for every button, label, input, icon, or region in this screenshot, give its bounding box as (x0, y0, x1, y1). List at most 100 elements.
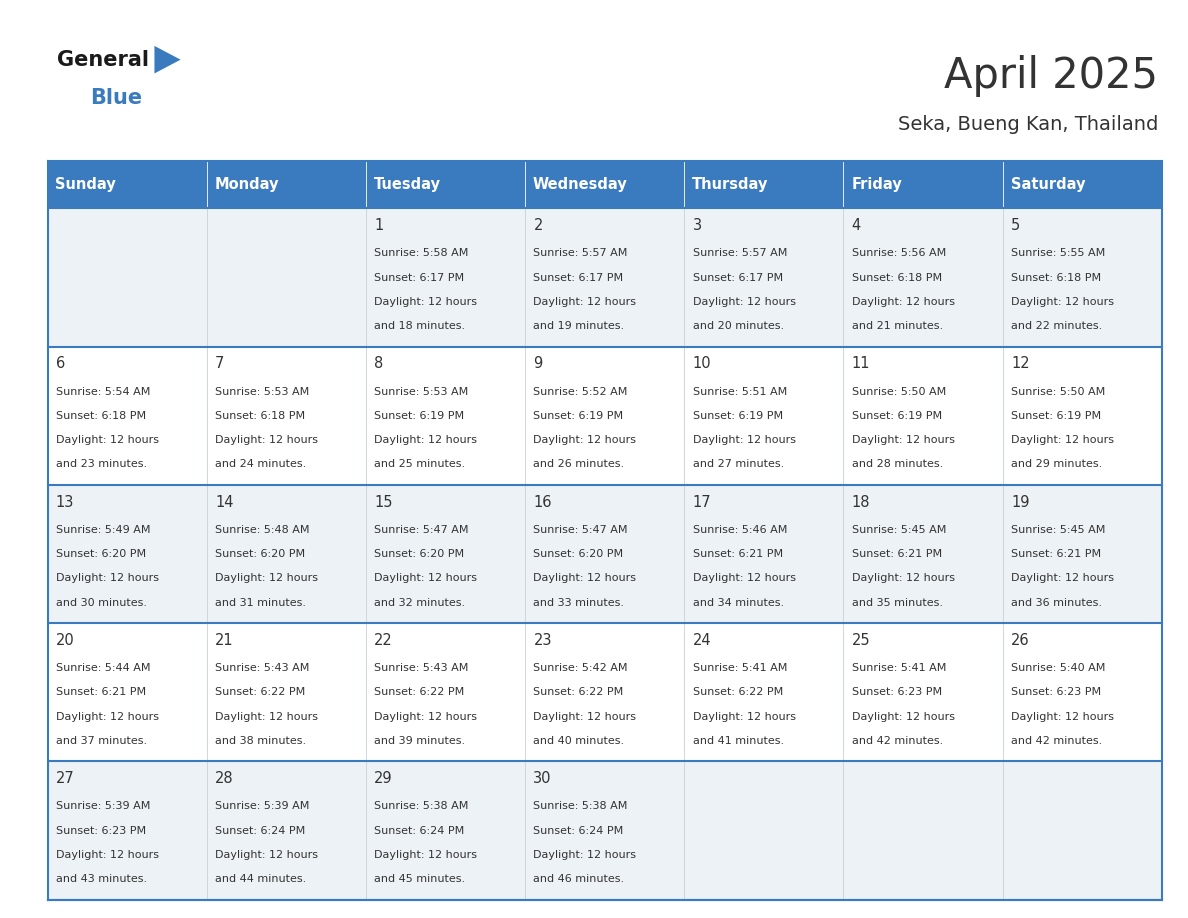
Text: and 29 minutes.: and 29 minutes. (1011, 459, 1102, 469)
Text: Sunrise: 5:44 AM: Sunrise: 5:44 AM (56, 663, 151, 673)
Text: and 22 minutes.: and 22 minutes. (1011, 321, 1102, 331)
Text: Sunset: 6:22 PM: Sunset: 6:22 PM (533, 688, 624, 698)
Text: Daylight: 12 hours: Daylight: 12 hours (533, 435, 637, 445)
Text: Daylight: 12 hours: Daylight: 12 hours (693, 435, 796, 445)
Bar (48, 347, 1162, 485)
Text: Sunset: 6:20 PM: Sunset: 6:20 PM (374, 549, 465, 559)
Text: 19: 19 (1011, 495, 1030, 509)
Text: 26: 26 (1011, 633, 1030, 648)
Text: Sunday: Sunday (56, 177, 116, 192)
Text: Daylight: 12 hours: Daylight: 12 hours (1011, 711, 1114, 722)
Text: 2: 2 (533, 218, 543, 233)
Text: 25: 25 (852, 633, 871, 648)
Text: Daylight: 12 hours: Daylight: 12 hours (1011, 574, 1114, 583)
Text: 4: 4 (852, 218, 861, 233)
Text: and 26 minutes.: and 26 minutes. (533, 459, 625, 469)
Text: Daylight: 12 hours: Daylight: 12 hours (533, 297, 637, 307)
Text: and 38 minutes.: and 38 minutes. (215, 736, 307, 745)
Text: and 21 minutes.: and 21 minutes. (852, 321, 943, 331)
Text: and 19 minutes.: and 19 minutes. (533, 321, 625, 331)
Text: Daylight: 12 hours: Daylight: 12 hours (374, 435, 478, 445)
Text: Sunrise: 5:47 AM: Sunrise: 5:47 AM (374, 525, 469, 535)
Text: 12: 12 (1011, 356, 1030, 371)
Text: 23: 23 (533, 633, 552, 648)
Text: Daylight: 12 hours: Daylight: 12 hours (852, 574, 955, 583)
Text: 28: 28 (215, 771, 234, 786)
Text: Sunset: 6:19 PM: Sunset: 6:19 PM (374, 411, 465, 421)
Text: 29: 29 (374, 771, 393, 786)
Text: Daylight: 12 hours: Daylight: 12 hours (693, 711, 796, 722)
Text: Sunrise: 5:43 AM: Sunrise: 5:43 AM (215, 663, 309, 673)
Text: and 34 minutes.: and 34 minutes. (693, 598, 784, 608)
Text: Sunset: 6:18 PM: Sunset: 6:18 PM (852, 273, 942, 283)
Bar (207, 161, 366, 208)
Bar (366, 161, 525, 208)
Text: Sunset: 6:23 PM: Sunset: 6:23 PM (56, 825, 146, 835)
Text: Sunset: 6:22 PM: Sunset: 6:22 PM (693, 688, 783, 698)
Text: Daylight: 12 hours: Daylight: 12 hours (852, 435, 955, 445)
Text: Sunrise: 5:57 AM: Sunrise: 5:57 AM (693, 249, 786, 259)
Text: and 44 minutes.: and 44 minutes. (215, 874, 307, 884)
Text: 21: 21 (215, 633, 234, 648)
Text: 20: 20 (56, 633, 75, 648)
Text: Sunrise: 5:45 AM: Sunrise: 5:45 AM (852, 525, 946, 535)
Text: and 20 minutes.: and 20 minutes. (693, 321, 784, 331)
Bar (48, 161, 207, 208)
Text: and 31 minutes.: and 31 minutes. (215, 598, 307, 608)
Bar (843, 161, 1003, 208)
Text: Thursday: Thursday (693, 177, 769, 192)
Text: Daylight: 12 hours: Daylight: 12 hours (374, 711, 478, 722)
Text: Sunset: 6:18 PM: Sunset: 6:18 PM (56, 411, 146, 421)
Text: Daylight: 12 hours: Daylight: 12 hours (215, 711, 318, 722)
Text: Daylight: 12 hours: Daylight: 12 hours (1011, 435, 1114, 445)
Text: Daylight: 12 hours: Daylight: 12 hours (533, 711, 637, 722)
Text: Sunset: 6:20 PM: Sunset: 6:20 PM (56, 549, 146, 559)
Text: Sunrise: 5:43 AM: Sunrise: 5:43 AM (374, 663, 468, 673)
Text: Friday: Friday (852, 177, 902, 192)
Text: 22: 22 (374, 633, 393, 648)
Text: Tuesday: Tuesday (374, 177, 441, 192)
Text: and 30 minutes.: and 30 minutes. (56, 598, 147, 608)
Text: Sunset: 6:17 PM: Sunset: 6:17 PM (533, 273, 624, 283)
Text: Sunrise: 5:49 AM: Sunrise: 5:49 AM (56, 525, 151, 535)
Text: Daylight: 12 hours: Daylight: 12 hours (374, 850, 478, 860)
Text: Sunrise: 5:41 AM: Sunrise: 5:41 AM (852, 663, 946, 673)
Text: Sunrise: 5:58 AM: Sunrise: 5:58 AM (374, 249, 468, 259)
Text: and 18 minutes.: and 18 minutes. (374, 321, 466, 331)
Text: Daylight: 12 hours: Daylight: 12 hours (533, 574, 637, 583)
Text: Sunrise: 5:39 AM: Sunrise: 5:39 AM (56, 801, 150, 812)
Text: and 43 minutes.: and 43 minutes. (56, 874, 147, 884)
Text: 15: 15 (374, 495, 393, 509)
Text: and 27 minutes.: and 27 minutes. (693, 459, 784, 469)
Text: Saturday: Saturday (1011, 177, 1085, 192)
Text: 11: 11 (852, 356, 871, 371)
Text: and 25 minutes.: and 25 minutes. (374, 459, 466, 469)
Text: Sunrise: 5:45 AM: Sunrise: 5:45 AM (1011, 525, 1105, 535)
Text: Sunset: 6:24 PM: Sunset: 6:24 PM (533, 825, 624, 835)
Bar (48, 208, 1162, 347)
Bar (48, 485, 1162, 623)
Text: Daylight: 12 hours: Daylight: 12 hours (56, 435, 159, 445)
Text: 14: 14 (215, 495, 234, 509)
Text: Sunset: 6:19 PM: Sunset: 6:19 PM (1011, 411, 1101, 421)
Bar (48, 761, 1162, 900)
Text: and 42 minutes.: and 42 minutes. (852, 736, 943, 745)
Text: Sunrise: 5:52 AM: Sunrise: 5:52 AM (533, 386, 627, 397)
Text: Sunset: 6:18 PM: Sunset: 6:18 PM (215, 411, 305, 421)
Text: Sunrise: 5:38 AM: Sunrise: 5:38 AM (533, 801, 627, 812)
Text: Sunset: 6:17 PM: Sunset: 6:17 PM (374, 273, 465, 283)
Text: Blue: Blue (90, 88, 143, 108)
Text: Daylight: 12 hours: Daylight: 12 hours (693, 297, 796, 307)
Text: Sunrise: 5:50 AM: Sunrise: 5:50 AM (1011, 386, 1105, 397)
Text: Sunrise: 5:46 AM: Sunrise: 5:46 AM (693, 525, 786, 535)
Text: Sunset: 6:19 PM: Sunset: 6:19 PM (693, 411, 783, 421)
Text: and 37 minutes.: and 37 minutes. (56, 736, 147, 745)
Text: Sunrise: 5:42 AM: Sunrise: 5:42 AM (533, 663, 628, 673)
Text: 9: 9 (533, 356, 543, 371)
Text: 1: 1 (374, 218, 384, 233)
Text: and 41 minutes.: and 41 minutes. (693, 736, 784, 745)
Text: Sunrise: 5:57 AM: Sunrise: 5:57 AM (533, 249, 627, 259)
Text: Daylight: 12 hours: Daylight: 12 hours (852, 297, 955, 307)
Text: Sunset: 6:23 PM: Sunset: 6:23 PM (1011, 688, 1101, 698)
Text: and 40 minutes.: and 40 minutes. (533, 736, 625, 745)
